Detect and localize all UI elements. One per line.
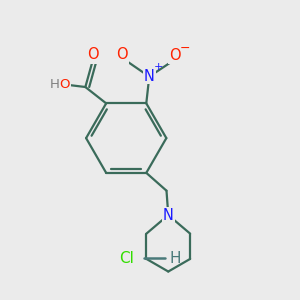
- Text: −: −: [180, 42, 190, 55]
- Text: N: N: [144, 68, 155, 83]
- Text: O: O: [169, 48, 181, 63]
- Text: H: H: [169, 251, 181, 266]
- Text: O: O: [59, 77, 70, 91]
- Text: H: H: [50, 77, 59, 91]
- Text: O: O: [116, 47, 128, 62]
- Text: +: +: [154, 62, 163, 72]
- Text: O: O: [87, 47, 99, 62]
- Text: N: N: [163, 208, 174, 223]
- Text: Cl: Cl: [119, 251, 134, 266]
